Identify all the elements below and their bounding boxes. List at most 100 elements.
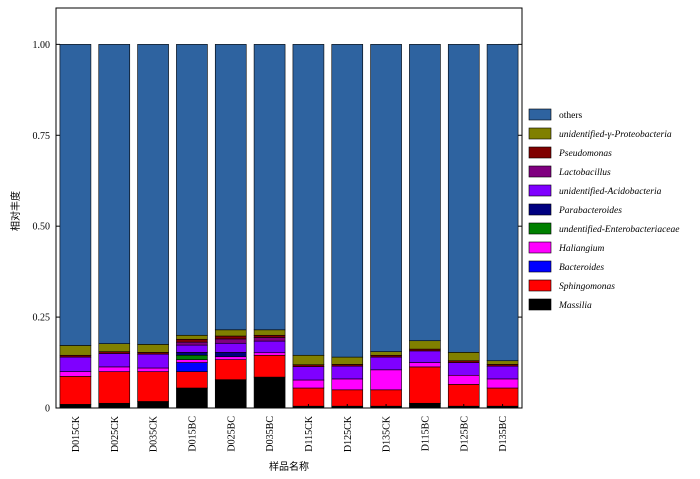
legend-swatch (528, 298, 552, 311)
bar-segment (176, 44, 208, 336)
bar-segment (214, 359, 247, 380)
bar-segment (253, 329, 286, 336)
bar-segment (253, 340, 286, 354)
legend-swatch (528, 222, 552, 235)
bar-segment (370, 389, 402, 407)
bar-segment (409, 44, 441, 342)
bar-segment (331, 389, 364, 407)
bar-segment (98, 371, 131, 404)
bar-segment (59, 376, 92, 405)
legend-label: Massilia (558, 301, 592, 311)
bar-segment (331, 356, 364, 365)
legend-label: unidentified-γ-Proteobacteria (559, 129, 672, 140)
bar-segment (137, 44, 169, 345)
bar-segment (292, 387, 325, 407)
bar-segment (214, 338, 247, 344)
plot-area-frame (55, 7, 523, 409)
legend-label: Haliangium (558, 244, 605, 254)
bar-segment (370, 351, 402, 356)
legend-swatch (528, 184, 552, 197)
bar-segment (292, 366, 325, 381)
legend-swatch (528, 146, 552, 159)
bar-segment (331, 44, 364, 358)
y-tick-label: 0 (45, 404, 50, 415)
bar-segment (214, 335, 247, 340)
legend-label: Lactobacillus (558, 168, 611, 178)
bar-segment (214, 44, 247, 331)
legend-swatch (528, 241, 552, 254)
bars-group (59, 44, 519, 409)
bar-segment (447, 44, 480, 353)
legend-swatch (528, 108, 552, 121)
x-tick-label: D115CK (304, 415, 315, 452)
x-tick-label: D035CK (149, 415, 160, 452)
bar-segment (59, 371, 92, 377)
x-axis: D015CK D025CK D035CK D015BC D025BC D035BC D115… (71, 404, 509, 452)
bar-segment (98, 366, 131, 372)
bar-segment (331, 378, 364, 391)
bar-segment (253, 334, 286, 338)
bar-segment (176, 371, 208, 389)
bar-segment (331, 365, 364, 380)
bar-segment (447, 352, 480, 362)
bar-segment (292, 44, 325, 356)
y-axis-title: 相对丰度 (9, 191, 22, 231)
bar-segment (59, 356, 92, 372)
x-tick-label: D135BC (498, 416, 509, 452)
bar-segment (370, 44, 402, 352)
bar-segment (137, 371, 169, 402)
bar-segment (214, 356, 247, 360)
bar-segment (176, 354, 208, 360)
x-tick-label: D015BC (187, 416, 198, 452)
bar-segment (447, 374, 480, 385)
x-tick-label: D125CK (343, 415, 354, 452)
legend-swatch (528, 279, 552, 292)
bar-segment (59, 345, 92, 356)
legend-label: Sphingomonas (559, 282, 615, 292)
legend: others unidentified-γ-Proteobacteria Pseud… (528, 108, 679, 311)
bar-segment (214, 352, 247, 358)
bar-segment (176, 344, 208, 353)
y-tick-label: 0.50 (33, 222, 51, 233)
x-tick-label: D025BC (226, 416, 237, 452)
legend-label: Parabacteroides (558, 206, 622, 216)
x-tick-label: D015CK (71, 415, 82, 452)
bar-segment (253, 354, 286, 378)
x-tick-label: D115BC (420, 416, 431, 452)
x-tick-label: D135CK (382, 415, 393, 452)
bar-segment (370, 369, 402, 391)
bar-segment (137, 344, 169, 353)
bar-segment (370, 356, 402, 371)
x-tick-label: D125BC (459, 416, 470, 452)
y-tick-label: 1.00 (33, 40, 51, 51)
legend-swatch (528, 203, 552, 216)
x-axis-title: 样品名称 (269, 460, 309, 473)
legend-label: undentified-Enterobacteriaceae (559, 224, 679, 235)
bar-segment (176, 334, 208, 340)
legend-label: Bacteroides (559, 263, 604, 273)
bar-segment (447, 384, 480, 407)
bar-segment (214, 379, 247, 409)
bar-segment (214, 329, 247, 337)
bar-segment (447, 362, 480, 376)
bar-segment (98, 353, 131, 368)
bar-segment (486, 365, 519, 380)
bar-segment (253, 337, 286, 342)
legend-label: unidentified-Acidobacteria (559, 186, 662, 197)
bar-segment (253, 376, 286, 409)
y-tick-label: 0.25 (33, 313, 51, 324)
bar-segment (176, 359, 208, 363)
bar-segment (409, 350, 441, 363)
legend-swatch (528, 127, 552, 140)
bar-segment (59, 44, 92, 346)
bar-segment (176, 338, 208, 343)
bar-segment (409, 362, 441, 368)
legend-swatch (528, 165, 552, 178)
x-tick-label: D025CK (110, 415, 121, 452)
bar-segment (176, 352, 208, 356)
y-tick-label: 0.75 (33, 131, 51, 142)
bar-segment (486, 378, 519, 389)
bar-segment (409, 340, 441, 350)
bar-segment (486, 387, 519, 407)
